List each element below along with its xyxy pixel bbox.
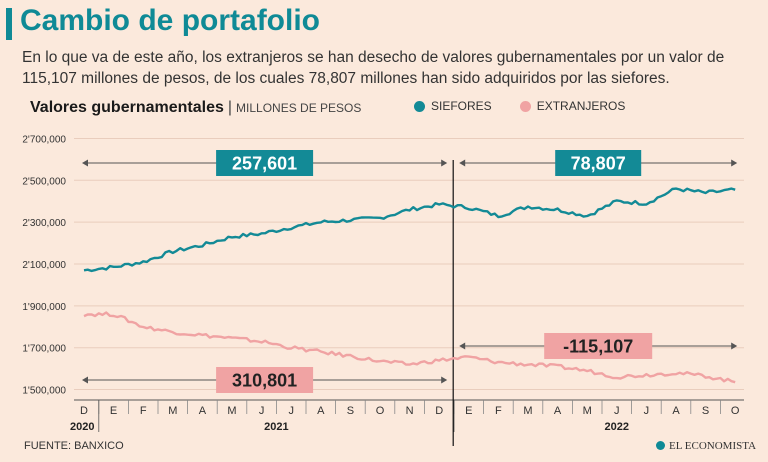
x-tick-label: J (644, 405, 650, 417)
x-tick-label: N (406, 405, 414, 417)
annotation-arrowhead (82, 159, 88, 167)
x-tick-label: F (140, 405, 147, 417)
brand-logo: EL ECONOMISTA (656, 440, 756, 452)
lead-paragraph: En lo que va de este año, los extranjero… (22, 49, 725, 87)
legend-dot-siefores (414, 100, 425, 112)
y-tick-label: 2'500,000 (22, 176, 66, 187)
annotation-arrowhead (441, 159, 448, 167)
legend-item-extranjeros: EXTRANJEROS (519, 99, 626, 113)
annotation-label: 310,801 (232, 371, 297, 391)
legend-label-siefores: SIEFORES (431, 99, 492, 113)
x-tick-label: A (672, 405, 680, 417)
y-tick-label: 1'700,000 (22, 344, 66, 355)
annotation-arrowhead (441, 376, 448, 384)
brand-name: EL ECONOMISTA (669, 440, 757, 452)
x-tick-label: A (199, 405, 207, 417)
annotation-arrowhead (731, 342, 738, 350)
legend-dot-extranjeros (519, 100, 531, 112)
x-tick-label: D (435, 405, 443, 417)
legend-label-extranjeros: EXTRANJEROS (536, 99, 626, 113)
x-tick-label: S (347, 405, 354, 417)
series-line-siefores (83, 187, 736, 273)
annotation-label: 78,807 (571, 154, 626, 174)
x-tick-label: D (80, 405, 88, 417)
x-tick-label: O (376, 405, 385, 417)
x-tick-label: E (465, 405, 472, 417)
x-tick-label: M (168, 405, 177, 417)
annotation-box (555, 150, 642, 176)
annotation-arrowhead (731, 159, 738, 167)
annotation-label: 257,601 (232, 154, 297, 174)
chart-legend: SIEFORES EXTRANJEROS (414, 99, 625, 113)
headline: Cambio de portafolio (20, 4, 320, 37)
chart-title-separator: | (227, 99, 233, 116)
x-tick-label: S (702, 405, 709, 417)
x-tick-label: M (523, 405, 532, 417)
source-note: FUENTE: BANXICO (24, 440, 124, 452)
annotation-label: -115,107 (563, 337, 633, 357)
legend-item-siefores: SIEFORES (414, 99, 492, 113)
x-tick-label: J (614, 405, 620, 417)
chart-title: Valores gubernamentales (30, 99, 224, 116)
chart-title-block: Valores gubernamentales | MILLONES DE PESO… (30, 99, 361, 117)
annotation-box (544, 333, 653, 359)
year-label: 2022 (605, 421, 629, 433)
x-tick-label: M (227, 405, 236, 417)
annotation-arrowhead (82, 376, 88, 384)
x-tick-label: J (259, 405, 265, 417)
x-tick-label: A (554, 405, 562, 417)
annotation-box (216, 150, 314, 176)
x-tick-label: J (288, 405, 294, 417)
x-tick-label: A (317, 405, 325, 417)
y-tick-label: 1'500,000 (22, 386, 66, 397)
series-line-extranjeros (83, 311, 736, 384)
y-tick-label: 1'900,000 (22, 302, 66, 313)
year-label: 2020 (70, 421, 94, 433)
x-tick-label: M (583, 405, 592, 417)
annotation-box (216, 367, 314, 393)
annotation-arrowhead (459, 342, 466, 350)
x-tick-label: E (110, 405, 117, 417)
brand-mark-icon (656, 441, 665, 450)
x-tick-label: O (731, 405, 740, 417)
x-tick-label: F (495, 405, 502, 417)
y-tick-label: 2'700,000 (22, 134, 66, 145)
chart-unit: MILLONES DE PESOS (236, 101, 362, 115)
headline-accent-bar (6, 8, 12, 40)
year-label: 2021 (264, 421, 288, 433)
y-tick-label: 2'300,000 (22, 218, 66, 229)
y-tick-label: 2'100,000 (22, 260, 66, 271)
annotation-arrowhead (459, 159, 466, 167)
